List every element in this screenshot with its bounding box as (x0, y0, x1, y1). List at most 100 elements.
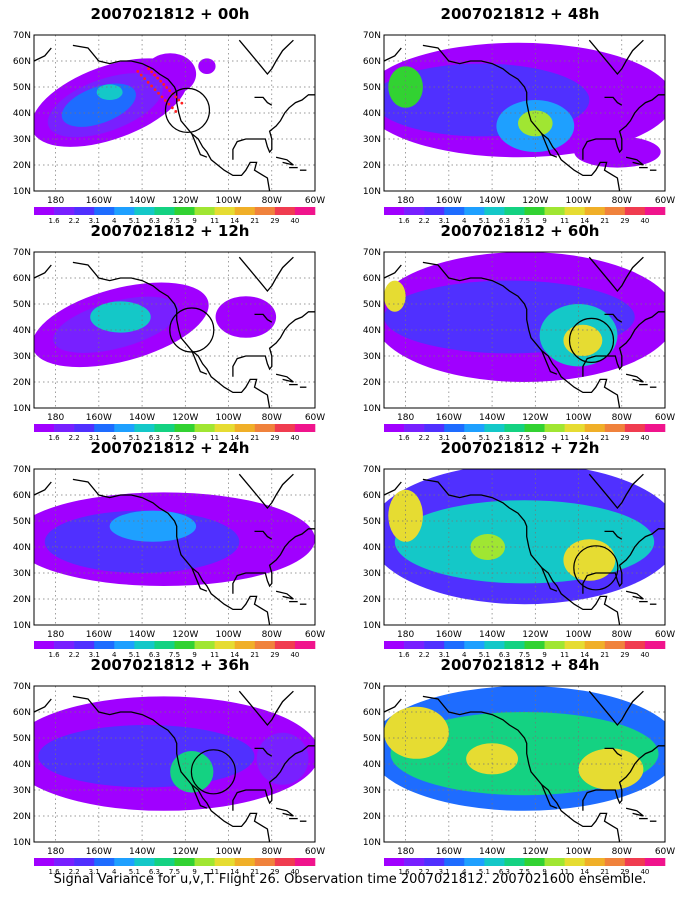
lat-tick-label: 60N (363, 708, 381, 718)
colorbar-level-label: 21 (600, 651, 609, 659)
colorbar-level-label: 5.1 (129, 434, 140, 442)
map-panel: 2007021812 + 00h 70N 60N 50N 40N 30N 20N 10N 180… (0, 5, 340, 225)
colorbar-swatch (94, 424, 115, 432)
colorbar-swatch (214, 641, 236, 649)
lon-tick-label: 140W (479, 630, 505, 640)
lon-tick-label: 60W (655, 847, 675, 857)
colorbar-level-label: 40 (290, 217, 299, 225)
colorbar-level-label: 3.1 (439, 434, 450, 442)
colorbar-swatch (644, 858, 666, 866)
lat-tick-label: 40N (13, 760, 31, 770)
variance-contour (384, 706, 449, 759)
colorbar-swatch (254, 858, 276, 866)
colorbar-swatch (294, 424, 316, 432)
colorbar-level-label: 6.3 (499, 651, 510, 659)
grid-lines (384, 35, 665, 191)
colorbar-swatch (384, 424, 405, 432)
colorbar-swatch (114, 641, 135, 649)
colorbar-level-label: 1.6 (399, 651, 411, 659)
lon-tick-label: 60W (305, 630, 325, 640)
lon-tick-label: 180 (397, 413, 414, 423)
lat-tick-label: 70N (363, 682, 381, 692)
target-circle (573, 545, 619, 591)
map-panel: 2007021812 + 72h 70N 60N 50N 40N 30N 20N 10N 180… (350, 439, 690, 659)
lon-tick-label: 160W (436, 413, 462, 423)
colorbar-swatch (174, 207, 195, 215)
variance-contour (388, 66, 423, 108)
colorbar-level-label: 21 (600, 868, 609, 876)
map-frame (383, 468, 666, 626)
lat-tick-label: 30N (363, 569, 381, 579)
colorbar-level-label: 2.2 (419, 434, 430, 442)
colorbar-level-label: 7.5 (169, 434, 180, 442)
target-circle (568, 317, 615, 364)
lat-tick-label: 30N (13, 135, 31, 145)
colorbar-swatch (624, 858, 646, 866)
colorbar-swatch (464, 858, 485, 866)
colorbar-swatch (294, 858, 316, 866)
colorbar-swatch (294, 207, 316, 215)
map-frame (33, 685, 316, 843)
lat-tick-label: 50N (13, 83, 31, 93)
lat-tick-label: 50N (363, 300, 381, 310)
colorbar-swatch (74, 858, 95, 866)
lon-tick-label: 180 (397, 196, 414, 206)
colorbar-swatch (504, 424, 525, 432)
colorbar-level-label: 4 (112, 217, 117, 225)
lat-tick-label: 50N (13, 734, 31, 744)
colorbar-swatch (174, 424, 195, 432)
colorbar-swatch (424, 858, 445, 866)
lat-tick-label: 70N (13, 465, 31, 475)
lon-tick-label: 140W (129, 196, 155, 206)
colorbar-swatch (34, 207, 55, 215)
colorbar-swatch (234, 641, 256, 649)
colorbar-swatch (94, 641, 115, 649)
colorbar-level-label: 14 (580, 868, 589, 876)
lon-tick-label: 60W (305, 847, 325, 857)
colorbar-swatch (384, 207, 405, 215)
signal-variance-map: 70N 60N 50N 40N 30N 20N 10N 180 160W 140W 120W 100W… (13, 248, 325, 442)
lat-tick-label: 70N (363, 465, 381, 475)
colorbar-swatch (274, 858, 296, 866)
colorbar-level-label: 1.6 (399, 868, 411, 876)
map-panel: 2007021812 + 36h 70N 60N 50N 40N 30N 20N 10N 180… (0, 656, 340, 876)
colorbar-swatch (544, 858, 565, 866)
lon-tick-label: 120W (172, 413, 198, 423)
lon-tick-label: 100W (565, 847, 591, 857)
colorbar-swatch (194, 424, 215, 432)
lon-tick-label: 120W (522, 196, 548, 206)
map-panel: 2007021812 + 60h 70N 60N 50N 40N 30N 20N 10N 180… (350, 222, 690, 442)
colorbar-swatch (34, 858, 55, 866)
variance-contour (563, 324, 603, 356)
colorbar-level-label: 4 (462, 651, 467, 659)
lat-tick-label: 60N (13, 708, 31, 718)
lon-tick-label: 80W (612, 630, 632, 640)
colorbar-level-label: 6.3 (499, 868, 510, 876)
colorbar-level-label: 11 (560, 868, 569, 876)
colorbar-swatch (294, 641, 316, 649)
lat-tick-label: 70N (13, 682, 31, 692)
lat-tick-label: 20N (13, 595, 31, 605)
map-panel: 2007021812 + 12h 70N 60N 50N 40N 30N 20N 10N 180… (0, 222, 340, 442)
colorbar-swatch (444, 424, 465, 432)
lat-tick-label: 60N (13, 57, 31, 67)
panel-title: 2007021812 + 12h (90, 222, 250, 240)
lon-tick-label: 100W (215, 847, 241, 857)
lon-tick-label: 140W (129, 847, 155, 857)
lat-tick-label: 50N (13, 517, 31, 527)
colorbar-swatch (154, 641, 175, 649)
lon-tick-label: 180 (47, 196, 64, 206)
lon-tick-label: 60W (305, 413, 325, 423)
colorbar-swatch (584, 424, 606, 432)
coastline (384, 690, 665, 842)
colorbar-swatch (604, 207, 626, 215)
colorbar-swatch (194, 858, 215, 866)
colorbar-level-label: 1.6 (399, 217, 411, 225)
lat-tick-label: 50N (363, 734, 381, 744)
lat-tick-label: 10N (363, 187, 381, 197)
colorbar-level-label: 3.1 (439, 651, 450, 659)
map-panel: 2007021812 + 24h 70N 60N 50N 40N 30N 20N 10N 180… (0, 439, 340, 659)
variance-contour (198, 58, 216, 74)
panel-title: 2007021812 + 00h (90, 5, 250, 23)
colorbar-swatch (544, 424, 565, 432)
